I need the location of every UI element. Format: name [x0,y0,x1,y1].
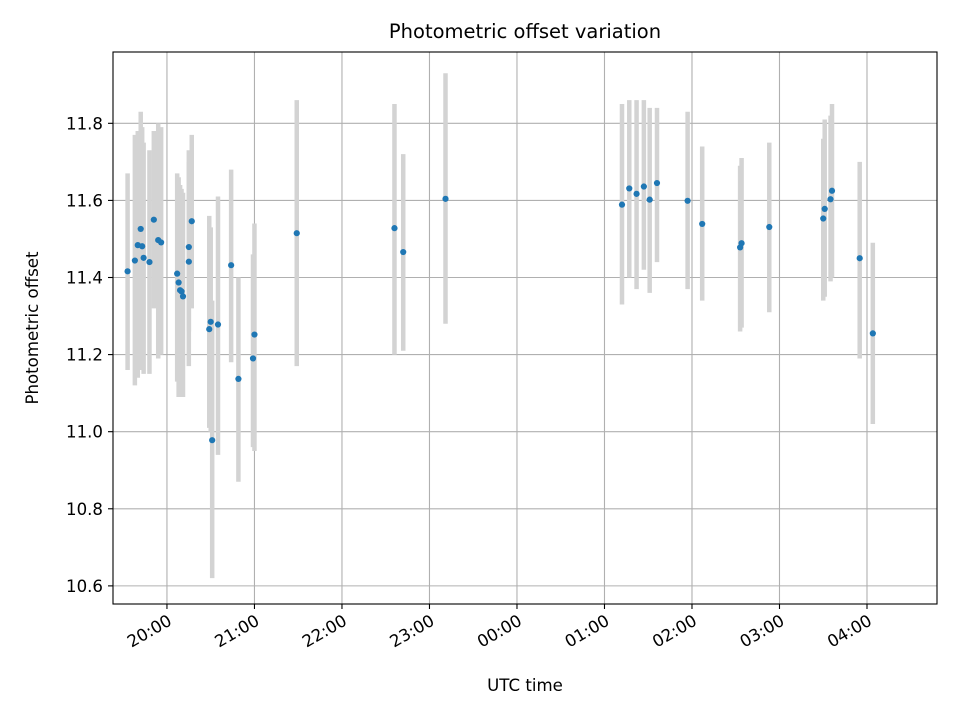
y-tick-label: 11.4 [66,269,103,288]
data-point [178,288,185,295]
grid-lines [113,52,937,604]
data-point [400,248,407,256]
data-point [821,205,828,212]
data-point [766,223,773,231]
y-tick-label: 11.6 [66,191,103,210]
data-point [137,225,144,233]
data-point [856,255,863,262]
data-point [175,279,182,286]
data-point [158,239,165,246]
data-point [124,268,131,275]
y-tick-label: 11.8 [66,114,103,133]
data-point [618,201,626,208]
data-points [124,179,876,444]
data-point [188,218,195,225]
data-point [179,293,187,300]
data-point [209,437,216,444]
data-point [869,330,876,337]
data-point [131,257,138,264]
data-point [626,185,633,192]
data-point [206,326,213,333]
plot-area-frame [112,51,938,605]
y-axis-ticks: 10.6 10.8 11.0 11.2 11.4 11.6 11.8 [66,114,113,596]
data-point [684,197,691,204]
data-point [235,375,242,382]
data-point [174,270,181,277]
data-point [150,216,157,223]
data-point [140,254,147,261]
x-axis-label: UTC time [487,676,563,695]
data-point [640,183,647,190]
y-tick-label: 10.8 [66,500,103,519]
data-point [391,225,398,232]
data-point [633,190,640,197]
chart-title: Photometric offset variation [389,20,661,43]
data-point [249,355,257,362]
data-point [828,187,836,194]
data-point [820,215,827,222]
data-point [228,262,235,269]
data-point [214,321,222,328]
data-point [646,196,653,203]
data-point [207,318,214,325]
data-point [139,243,146,250]
data-point [653,179,661,187]
data-point [185,243,192,251]
data-point [699,220,706,228]
y-tick-label: 10.6 [66,577,103,596]
data-point [738,240,745,247]
data-point [251,331,258,338]
data-point [293,230,300,237]
data-point [442,195,449,202]
data-point [827,196,834,203]
data-point [185,258,192,265]
data-point [146,258,153,266]
y-tick-label: 11.2 [66,346,103,365]
y-axis-label: Photometric offset [23,251,42,404]
y-tick-label: 11.0 [66,423,103,442]
